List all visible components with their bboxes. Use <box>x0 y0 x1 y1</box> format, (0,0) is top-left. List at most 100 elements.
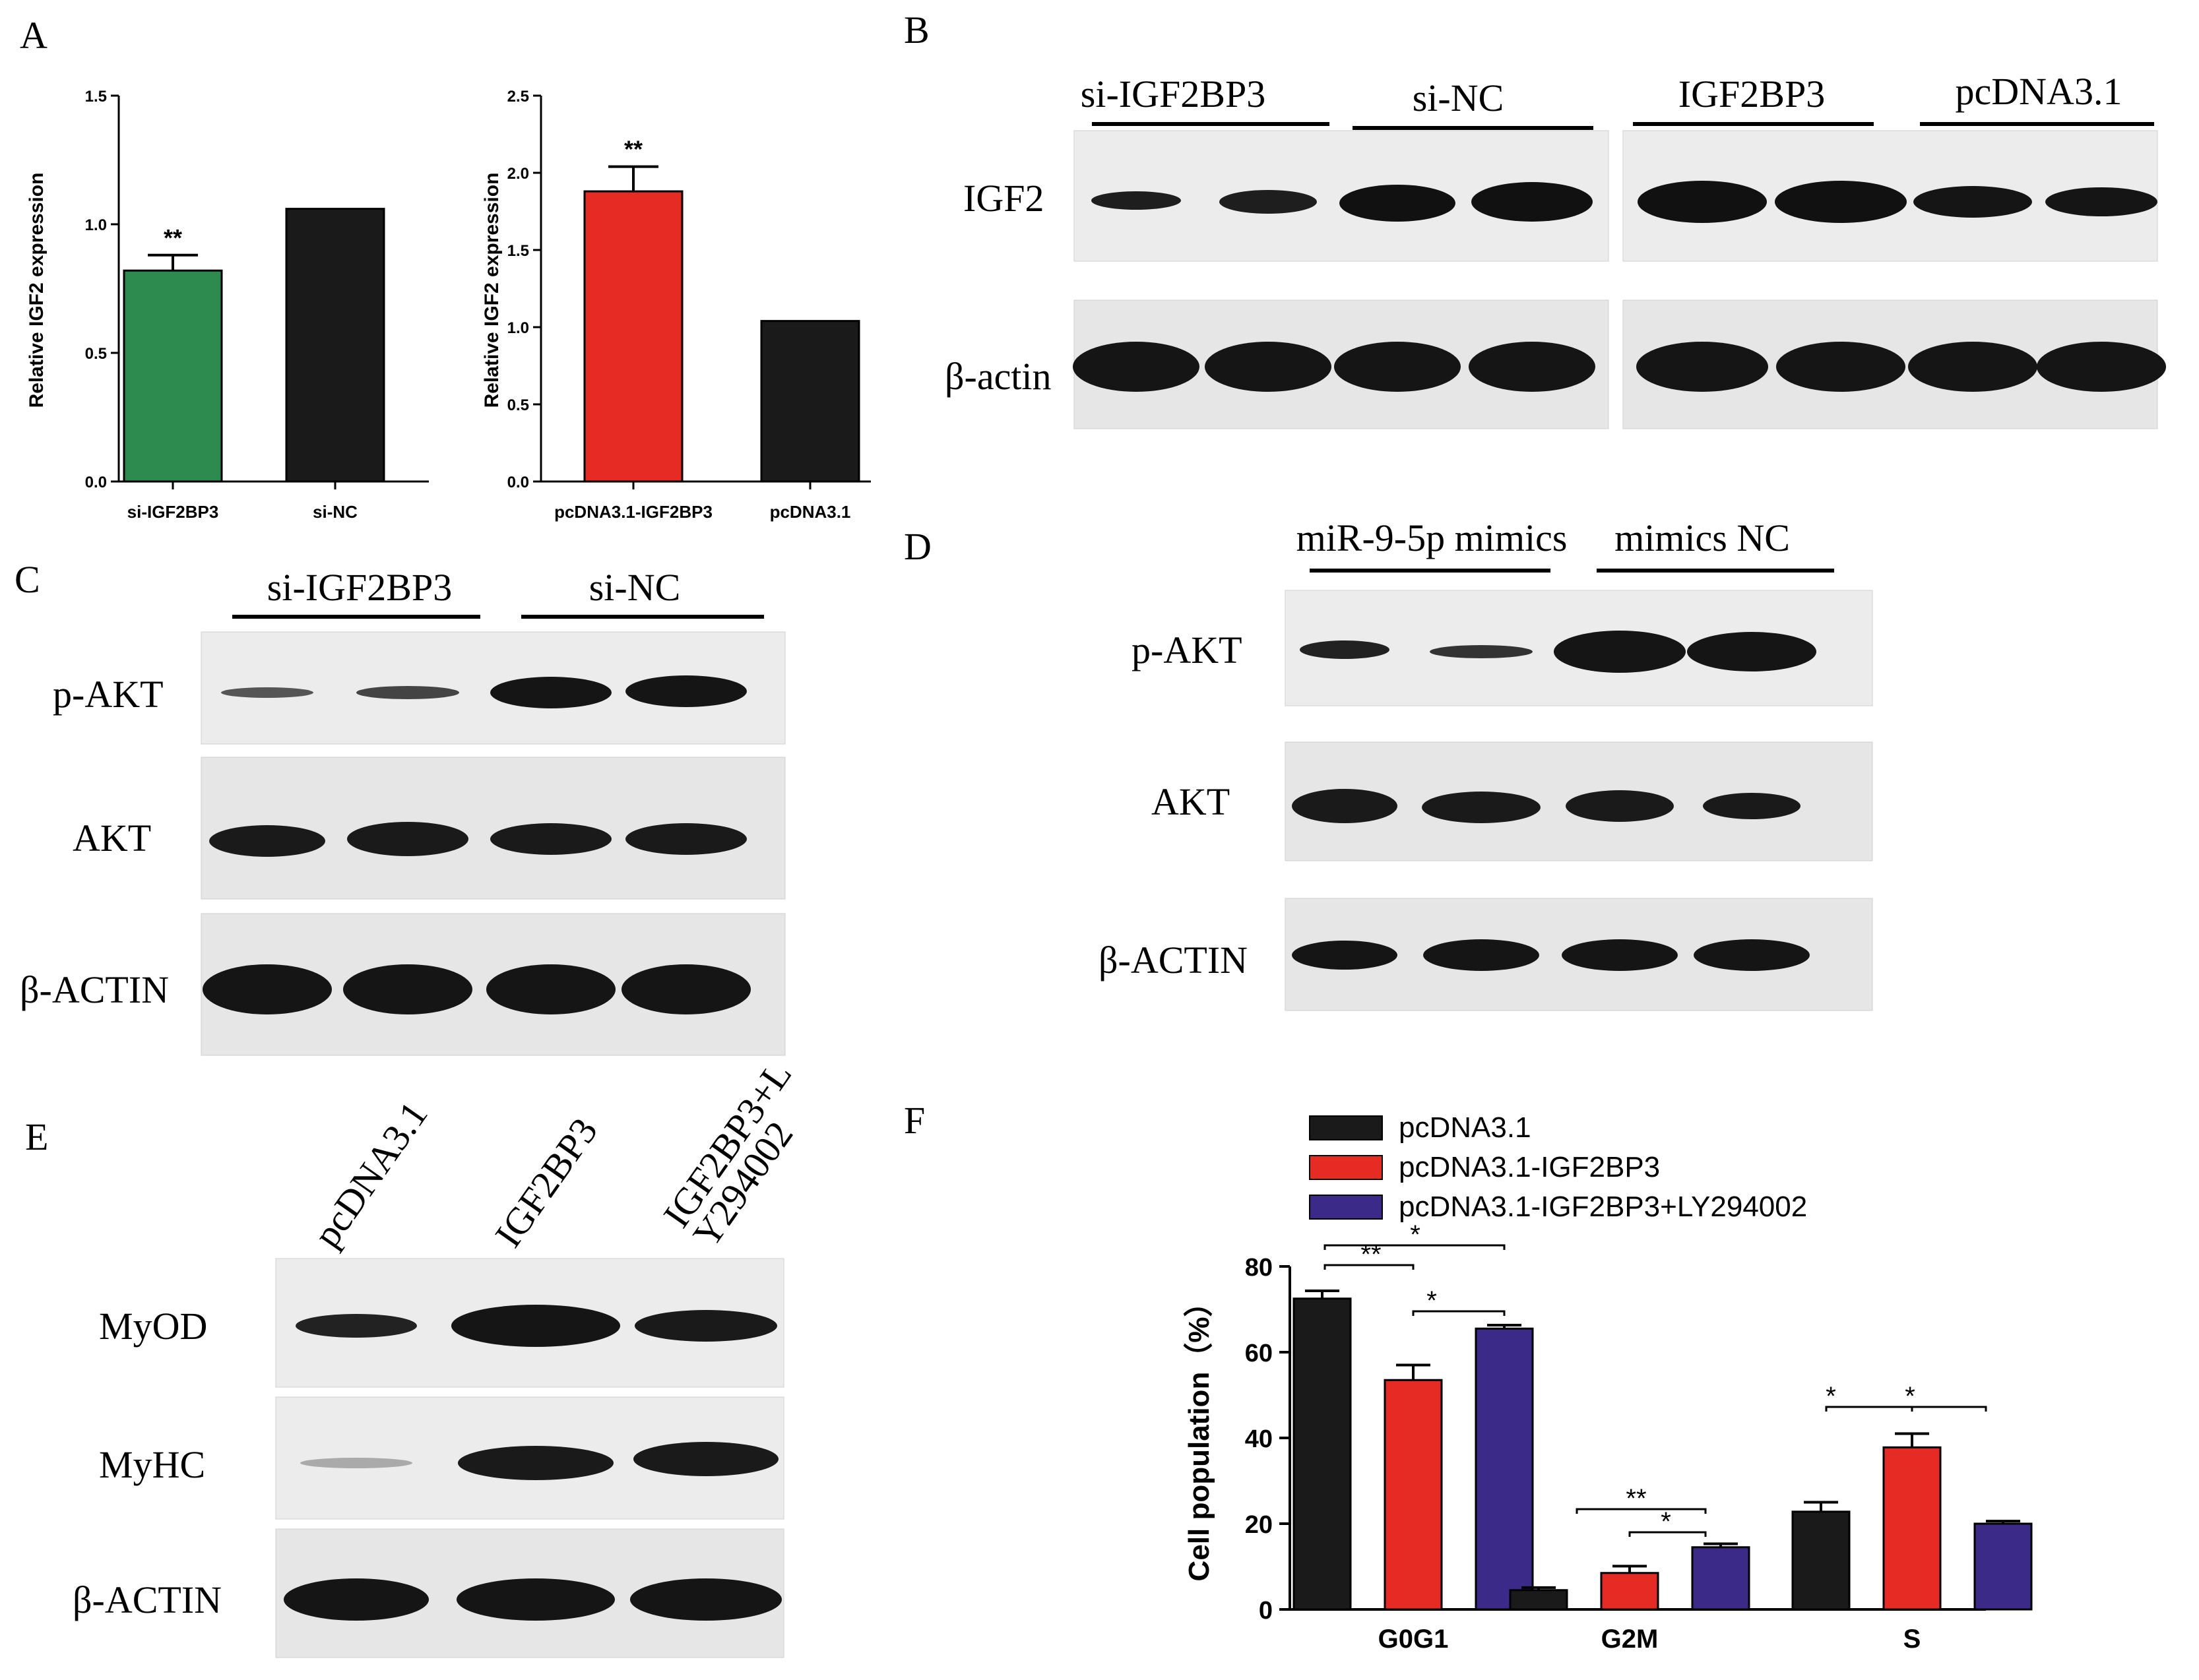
x-category-label: si-IGF2BP3 <box>127 502 219 522</box>
blot-band <box>457 1578 615 1621</box>
blot-band <box>1913 186 2032 218</box>
blot-band <box>203 964 332 1014</box>
f-ylabel: Cell population（%） <box>1183 1288 1215 1582</box>
x-category-label: G0G1 <box>1378 1625 1449 1654</box>
blot-band <box>1775 181 1907 223</box>
panel-label-d: D <box>904 525 932 568</box>
a-left-ylabel: Relative IGF2 expression <box>26 173 48 408</box>
y-tick-label: 1.5 <box>507 242 529 260</box>
chart-a-right: 0.0 0.5 1.0 1.5 2.0 2.5 ** pcDNA3.1-IGF2BP3 pcD… <box>481 88 871 522</box>
bar <box>123 269 223 483</box>
blot-band <box>1562 939 1678 971</box>
y-tick-label: 1.0 <box>85 216 107 234</box>
y-tick-label: 40 <box>1245 1425 1273 1453</box>
chart-a-left: 0.0 0.5 1.0 1.5 ** si-IGF2BP3 si-NC Relative … <box>26 88 429 522</box>
blot-band <box>2045 187 2157 216</box>
blot-band <box>1073 342 1199 392</box>
blot-band <box>1471 182 1593 222</box>
f-bracket-label: * <box>1826 1382 1836 1411</box>
a-right-ylabel: Relative IGF2 expression <box>481 173 503 408</box>
blot-band <box>490 677 612 708</box>
blot-band <box>300 1458 412 1468</box>
blot-band <box>1638 181 1767 223</box>
blot-band <box>451 1305 620 1347</box>
panel-label-c: C <box>15 558 40 601</box>
blot-band <box>1422 792 1541 823</box>
blot-band <box>1908 342 2037 392</box>
bar <box>1292 1297 1352 1611</box>
b-group-label: pcDNA3.1 <box>1956 70 2122 113</box>
f-bracket-label: ** <box>1626 1484 1646 1513</box>
y-tick-label: 20 <box>1245 1511 1273 1539</box>
blot-band <box>1430 645 1533 658</box>
legend-swatch <box>1309 1115 1383 1140</box>
b-group-label: IGF2BP3 <box>1678 73 1825 115</box>
blot-band <box>347 822 468 856</box>
blot-panel-b: si-IGF2BP3 si-NC IGF2BP3 pcDNA3.1 IGF2 β… <box>945 70 2166 429</box>
x-category-label: pcDNA3.1-IGF2BP3 <box>554 502 713 522</box>
blot-band <box>1566 790 1674 822</box>
legend-label: pcDNA3.1-IGF2BP3 <box>1399 1151 1660 1183</box>
bar <box>1384 1379 1443 1611</box>
blot-band <box>1703 793 1801 819</box>
blot-panel-d: miR-9-5p mimics mimics NC p-AKT AKT β-AC… <box>1099 516 1873 1011</box>
bar <box>1882 1446 1942 1611</box>
bar <box>583 190 684 483</box>
x-category-label: S <box>1903 1625 1921 1654</box>
chart-f: 0 20 40 60 80 G0G1 G2M S pcDNA3.1 pcDNA3.1-IGF2… <box>1183 1111 2033 1654</box>
e-row-label: MyHC <box>99 1443 205 1486</box>
bar <box>1791 1510 1851 1611</box>
y-tick-label: 1.0 <box>507 319 529 337</box>
f-brackets <box>1323 1244 1987 1537</box>
c-row-label: β-ACTIN <box>20 968 169 1011</box>
f-bracket-label: ** <box>1360 1240 1381 1269</box>
bar <box>1691 1546 1750 1611</box>
y-tick-label: 0.0 <box>85 474 107 491</box>
blot-band <box>1091 191 1181 210</box>
d-row-label: β-ACTIN <box>1099 939 1248 981</box>
bar <box>285 208 385 483</box>
c-group-label: si-NC <box>589 566 681 609</box>
y-tick-label: 0.5 <box>507 396 529 414</box>
x-category-label: G2M <box>1601 1625 1659 1654</box>
legend-swatch <box>1309 1195 1383 1220</box>
d-row-label: p-AKT <box>1131 629 1242 671</box>
y-tick-label: 0 <box>1259 1597 1273 1625</box>
b-group-label: si-IGF2BP3 <box>1081 73 1265 115</box>
panel-label-f: F <box>904 1099 926 1142</box>
y-tick-label: 80 <box>1245 1254 1273 1282</box>
bar <box>1475 1327 1534 1611</box>
blot-band <box>1292 789 1397 823</box>
f-bracket-label: * <box>1905 1382 1915 1411</box>
blot-band <box>296 1314 417 1338</box>
blot-band <box>625 675 747 707</box>
blot-band <box>490 823 612 855</box>
e-row-label: β-ACTIN <box>73 1578 222 1621</box>
x-category-label: pcDNA3.1 <box>770 502 851 522</box>
blot-band <box>1219 190 1317 214</box>
b-row-label: IGF2 <box>963 177 1044 220</box>
d-group-label: mimics NC <box>1614 516 1790 559</box>
blot-band <box>221 687 313 698</box>
f-bracket-label: * <box>1410 1220 1420 1249</box>
blot-band <box>284 1578 429 1621</box>
y-tick-label: 2.0 <box>507 165 529 183</box>
f-bracket-label: * <box>1661 1507 1671 1536</box>
blot-band <box>635 1310 777 1342</box>
blot-band <box>458 1446 614 1480</box>
y-tick-label: 0.0 <box>507 474 529 491</box>
x-category-label: si-NC <box>313 502 358 522</box>
bar <box>760 320 860 483</box>
blot-band <box>625 823 747 855</box>
blot-band <box>1205 342 1331 392</box>
blot-band <box>2037 342 2166 392</box>
legend-swatch <box>1309 1155 1383 1180</box>
blot-band <box>1636 342 1768 392</box>
c-group-label: si-IGF2BP3 <box>267 566 452 609</box>
bar <box>1973 1522 2033 1611</box>
c-row-label: AKT <box>73 817 151 859</box>
f-bracket-label: * <box>1426 1286 1437 1315</box>
blot-band <box>621 964 751 1014</box>
e-lane-label: pcDNA3.1 <box>305 1094 435 1255</box>
